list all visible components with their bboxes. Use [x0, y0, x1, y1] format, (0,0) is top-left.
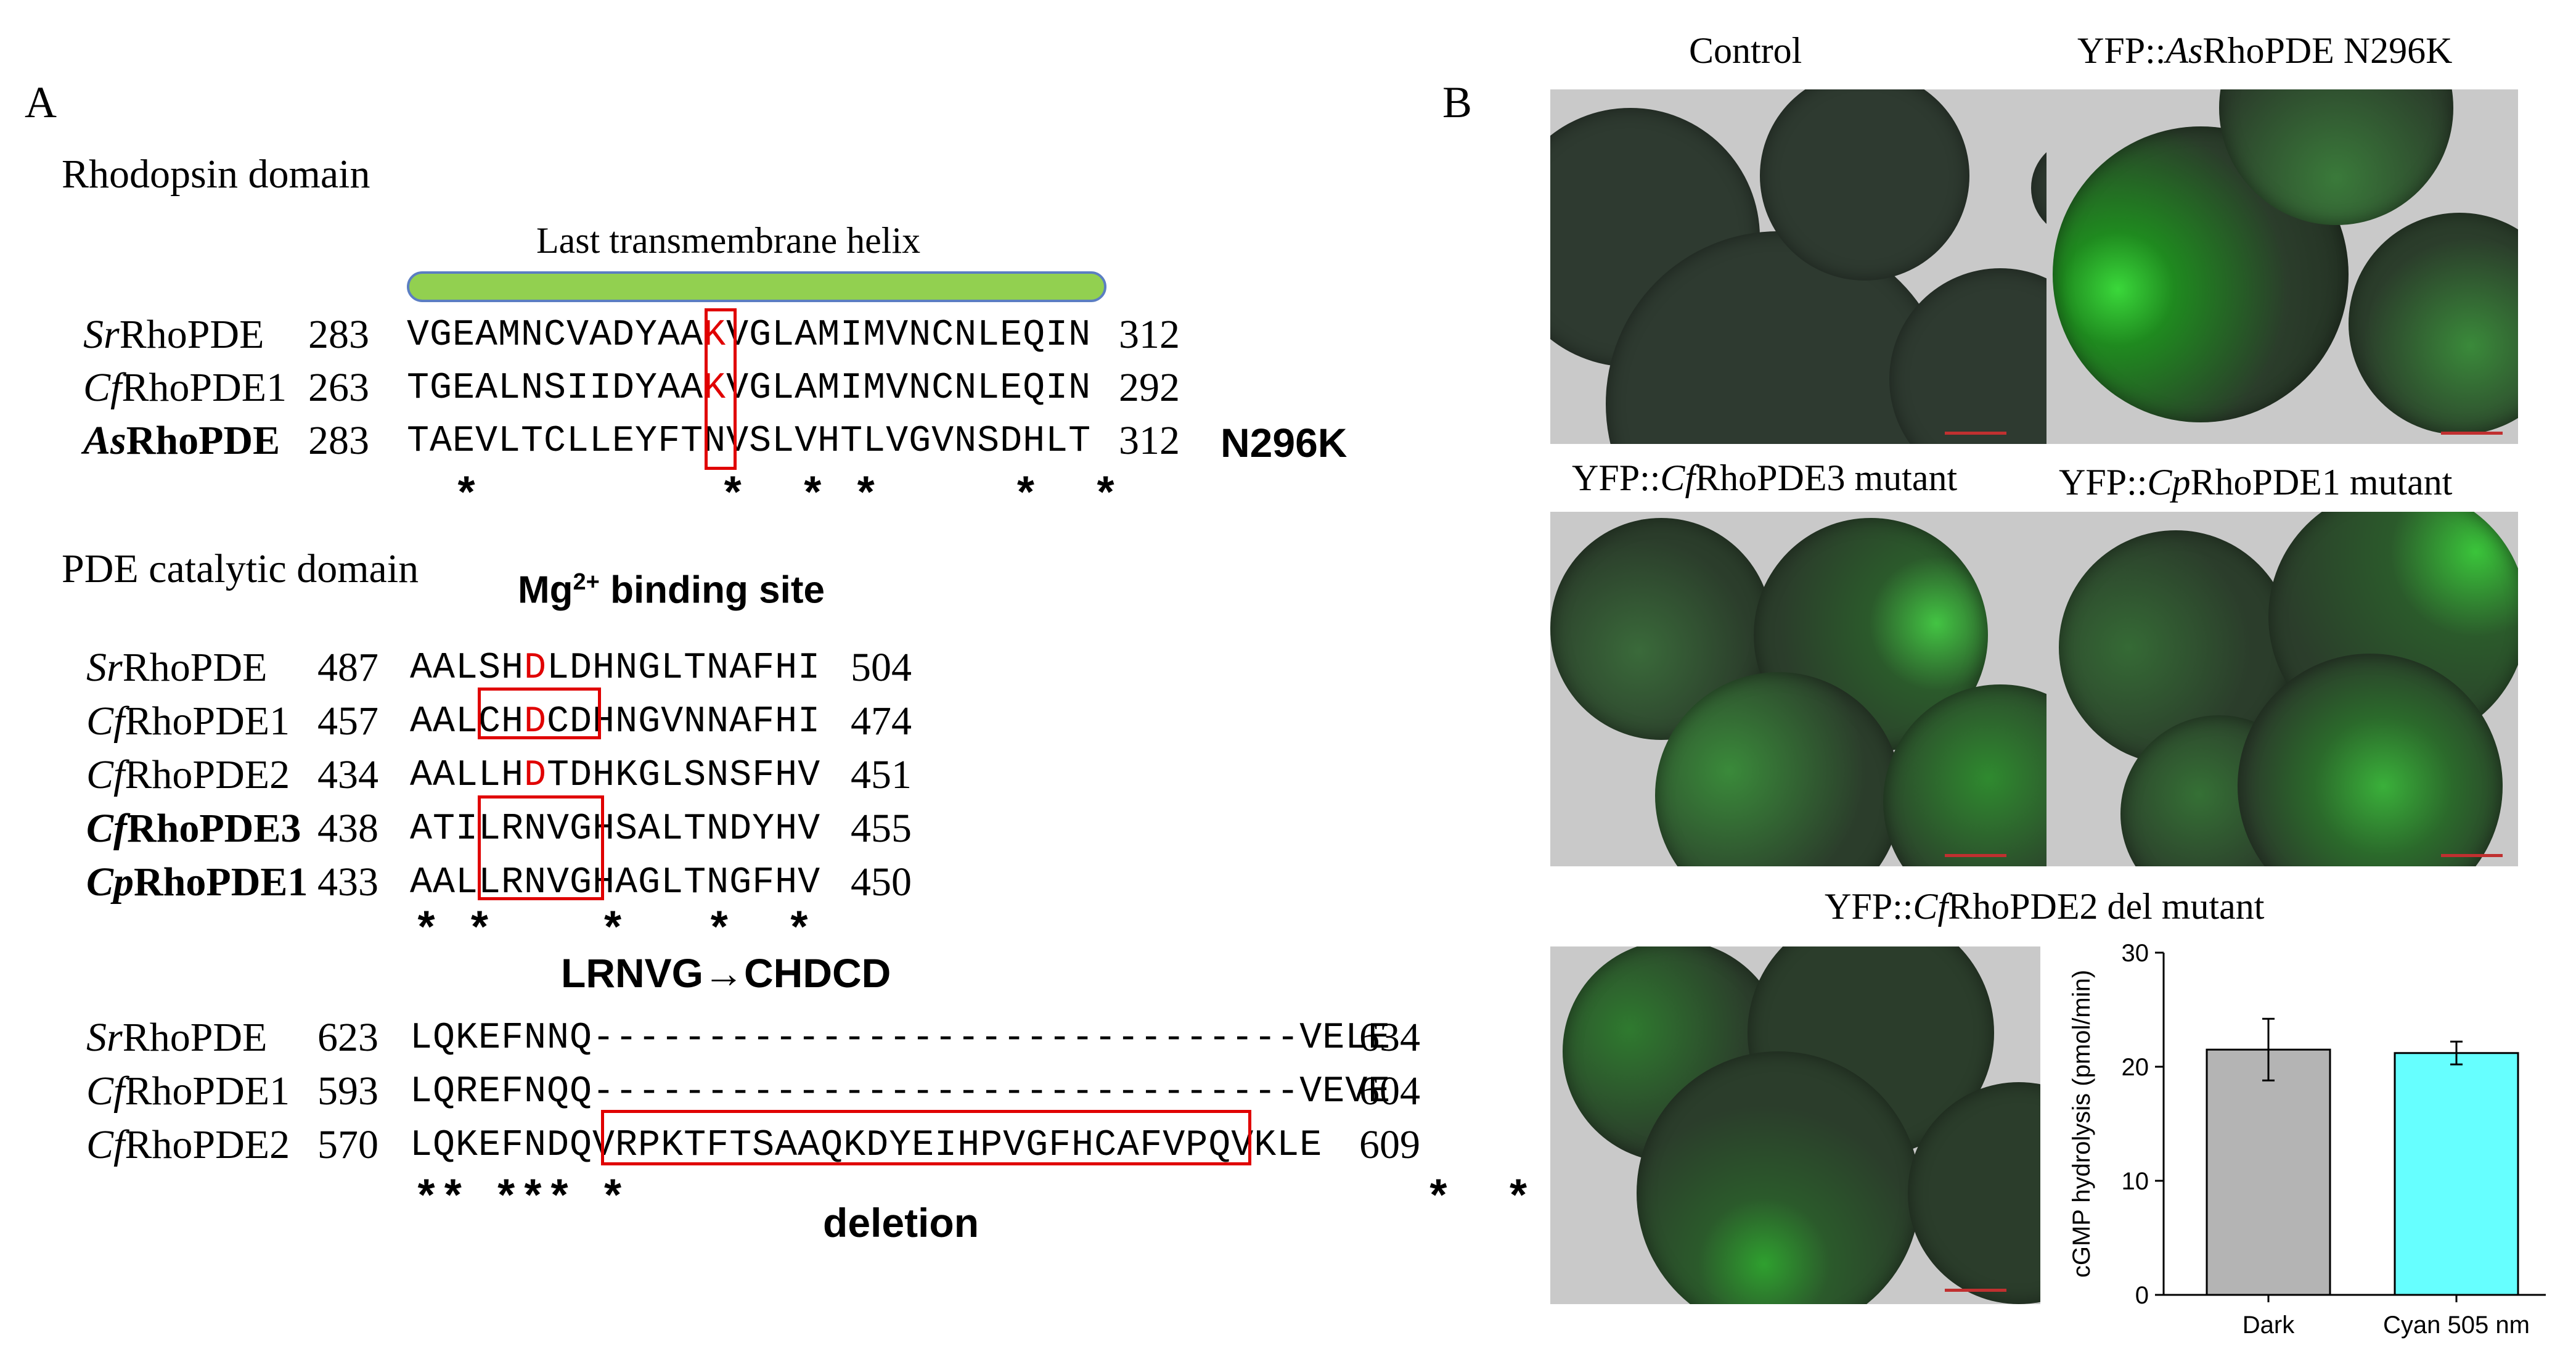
sequence: LQREFNQQ-------------------------------V…: [410, 1071, 1391, 1113]
species-name: SrRhoPDE: [83, 312, 264, 357]
species-name: SrRhoPDE: [86, 645, 268, 690]
cgmp-hydrolysis-chart: 0 10 20 30 cGMP hydrolysis (pmol/min) Dark Cya…: [2068, 940, 2546, 1339]
x-tick-label: Dark: [2243, 1312, 2295, 1339]
end-position: 292: [1119, 365, 1180, 410]
species-name: CfRhoPDE2: [86, 1122, 290, 1167]
alignment-row: SrRhoPDE 623 LQKEFNNQ---------------------…: [0, 1017, 1479, 1067]
sequence: TAEVLTCLLEYFTNVSLVHTLVGVNSDHLT: [407, 421, 1092, 462]
mg-binding-site-label: Mg2+ binding site: [518, 569, 825, 612]
microscopy-image-cp1-mutant: [2046, 512, 2518, 866]
y-tick-label: 20: [2122, 1054, 2149, 1081]
start-position: 438: [317, 806, 378, 851]
pde-conservation-stars: * * * * *: [413, 906, 813, 957]
end-position: 450: [851, 860, 912, 905]
highlighted-residue: D: [524, 647, 547, 689]
image-title-as-n296k: YFP::AsRhoPDE N296K: [2077, 30, 2453, 71]
alignment-row: SrRhoPDE 283 VGEAMNCVADYAAKVGLAMIMVNCNLEQI…: [0, 314, 1479, 364]
microscopy-image-as-n296k: [2046, 89, 2518, 444]
pde-catalytic-domain-title: PDE catalytic domain: [62, 546, 419, 591]
sequence: TGEALNSIIDYAAKVGLAMIMVNCNLEQIN: [407, 367, 1092, 409]
lrnvg-highlight-box: [478, 795, 604, 900]
start-position: 570: [317, 1122, 378, 1167]
y-axis-label: cGMP hydrolysis (pmol/min): [2068, 970, 2095, 1278]
alignment-row: CpRhoPDE1 433 AALLRNVGHAGLTNGFHV 450: [0, 862, 1479, 911]
species-name: CfRhoPDE2: [86, 752, 290, 797]
lrnvg-to-chdcd-label: LRNVG→CHDCD: [561, 950, 891, 996]
helix-label: Last transmembrane helix: [536, 220, 921, 261]
n296-highlight-box: [705, 308, 737, 470]
end-position: 312: [1119, 312, 1180, 357]
image-title-cf2-del-mutant: YFP::CfRhoPDE2 del mutant: [1825, 886, 2265, 927]
highlighted-residue: D: [524, 701, 547, 743]
y-tick-label: 30: [2122, 940, 2149, 967]
sequence: AALSHDLDHNGLTNAFHI: [410, 647, 821, 689]
sequence: AALCHDCDHNGVNNAFHI: [410, 701, 821, 743]
end-position: 604: [1359, 1069, 1420, 1114]
end-position: 634: [1359, 1015, 1420, 1060]
alignment-row: CfRhoPDE3 438 ATILRNVGHSALTNDYHV 455: [0, 808, 1479, 858]
end-position: 609: [1359, 1122, 1420, 1167]
deletion-highlight-box: [601, 1110, 1251, 1165]
species-name: CfRhoPDE1: [86, 699, 290, 744]
sequence: VGEAMNCVADYAAKVGLAMIMVNCNLEQIN: [407, 314, 1092, 356]
end-position: 504: [851, 645, 912, 690]
start-position: 433: [317, 860, 378, 905]
start-position: 457: [317, 699, 378, 744]
microscopy-image-cf3-mutant: [1550, 512, 2056, 866]
rhodopsin-conservation-stars: * * * * * *: [453, 472, 1119, 522]
microscopy-image-cf2-del-mutant: [1550, 946, 2040, 1304]
alignment-row: AsRhoPDE 283 TAEVLTCLLEYFTNVSLVHTLVGVNSDHL…: [0, 421, 1479, 470]
n296k-label: N296K: [1221, 420, 1347, 466]
bar-dark: [2206, 1048, 2331, 1296]
start-position: 434: [317, 752, 378, 797]
panel-b-label: B: [1442, 78, 1473, 127]
image-title-cp1-mutant: YFP::CpRhoPDE1 mutant: [2059, 462, 2453, 503]
y-tick-label: 0: [2135, 1282, 2149, 1309]
image-title-control: Control: [1689, 30, 1802, 71]
deletion-label: deletion: [823, 1200, 979, 1246]
species-name: CfRhoPDE3: [86, 806, 301, 851]
start-position: 263: [308, 365, 369, 410]
end-position: 455: [851, 806, 912, 851]
image-title-cf3-mutant: YFP::CfRhoPDE3 mutant: [1572, 458, 1958, 498]
start-position: 623: [317, 1015, 378, 1060]
bar-cyan: [2394, 1052, 2519, 1296]
start-position: 283: [308, 418, 369, 463]
alignment-row: CfRhoPDE2 570 LQKEFNDQVRPKTFTSAAQKDYEIHPVG…: [0, 1125, 1479, 1174]
end-position: 474: [851, 699, 912, 744]
alignment-row: CfRhoPDE1 263 TGEALNSIIDYAAKVGLAMIMVNCNLEQ…: [0, 367, 1479, 417]
deletion-conservation-stars: ** *** * * *: [413, 1175, 1532, 1225]
alignment-row: CfRhoPDE2 434 AALLHDTDHKGLSNSFHV 451: [0, 755, 1479, 804]
sequence: LQKEFNNQ-------------------------------V…: [410, 1017, 1391, 1059]
species-name: AsRhoPDE: [83, 418, 280, 463]
start-position: 593: [317, 1069, 378, 1114]
sequence: AALLRNVGHAGLTNGFHV: [410, 862, 821, 904]
x-tick-label: Cyan 505 nm: [2383, 1312, 2530, 1339]
species-name: CpRhoPDE1: [86, 860, 308, 905]
end-position: 312: [1119, 418, 1180, 463]
rhodopsin-domain-title: Rhodopsin domain: [62, 152, 370, 197]
alignment-row: SrRhoPDE 487 AALSHDLDHNGLTNAFHI 504: [0, 647, 1479, 697]
species-name: CfRhoPDE1: [86, 1069, 290, 1114]
highlighted-residue: D: [524, 755, 547, 797]
species-name: SrRhoPDE: [86, 1015, 268, 1060]
start-position: 487: [317, 645, 378, 690]
chdcd-highlight-box: [478, 688, 601, 739]
end-position: 451: [851, 752, 912, 797]
sequence: LQKEFNDQVRPKTFTSAAQKDYEIHPVGFHCAFVPQVKLE: [410, 1125, 1323, 1167]
microscopy-image-control: [1550, 89, 2056, 444]
species-name: CfRhoPDE1: [83, 365, 287, 410]
y-tick-label: 10: [2122, 1168, 2149, 1195]
alignment-row: CfRhoPDE1 593 LQREFNQQ--------------------…: [0, 1071, 1479, 1120]
alignment-row: CfRhoPDE1 457 AALCHDCDHNGVNNAFHI 474: [0, 701, 1479, 750]
panel-a-label: A: [25, 78, 57, 127]
start-position: 283: [308, 312, 369, 357]
sequence: AALLHDTDHKGLSNSFHV: [410, 755, 821, 797]
sequence: ATILRNVGHSALTNDYHV: [410, 808, 821, 850]
transmembrane-helix-bar: [407, 271, 1106, 302]
